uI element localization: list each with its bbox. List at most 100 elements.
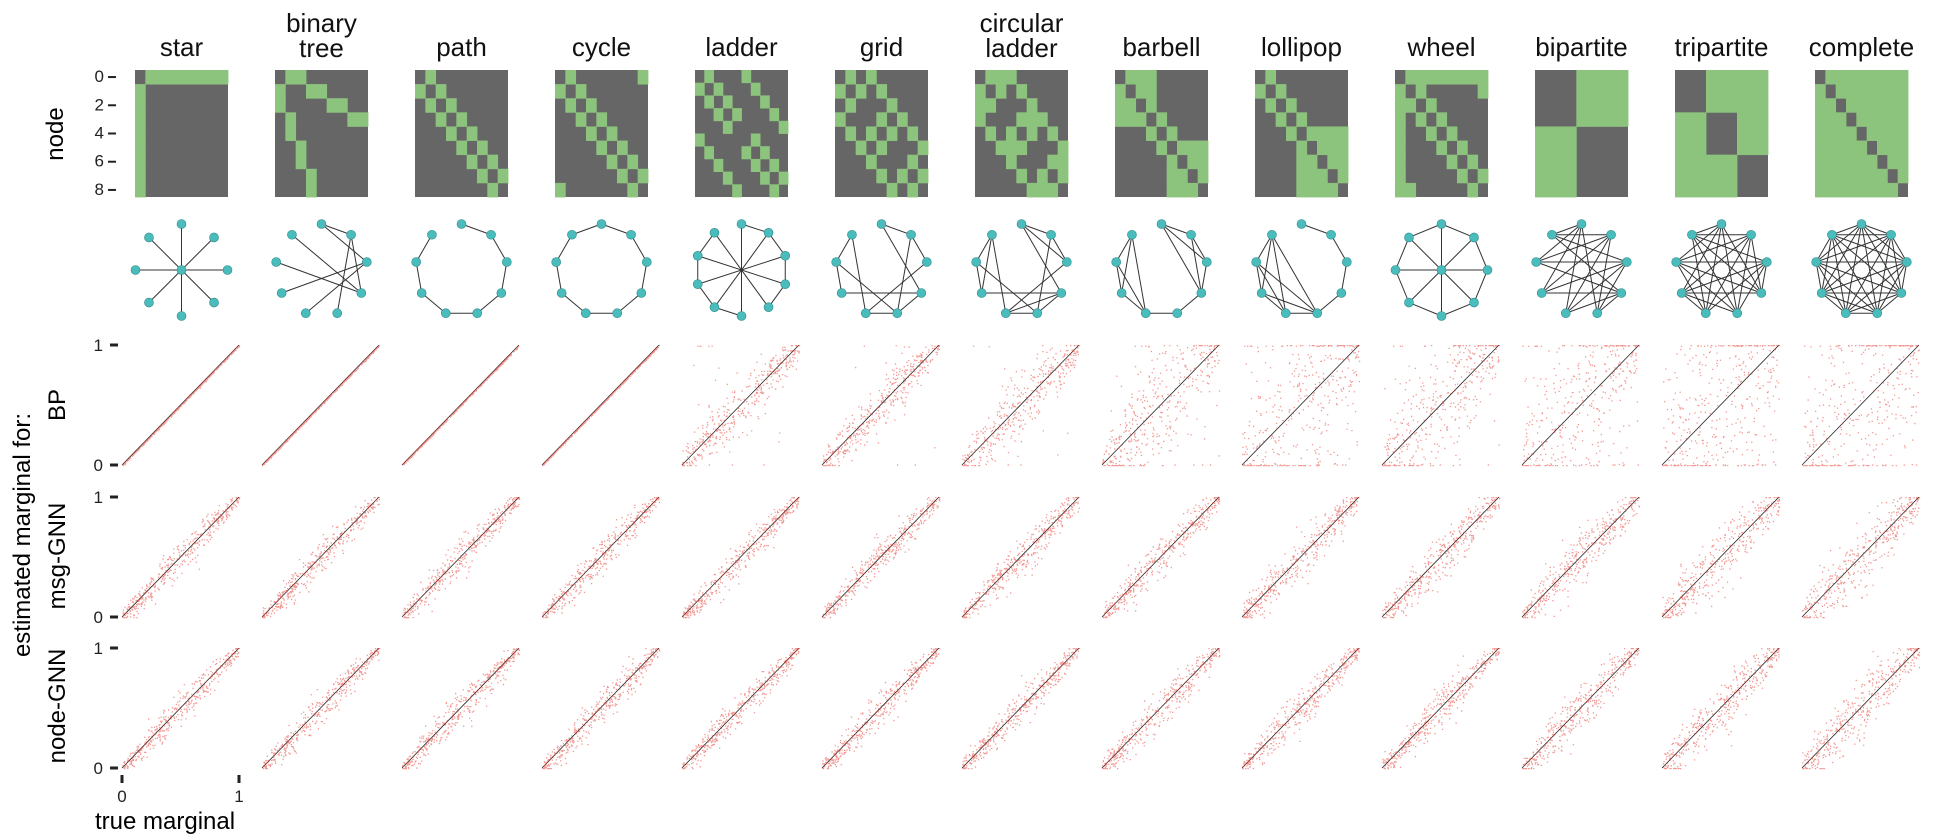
graph-edge	[1408, 237, 1442, 271]
scatter-points-msg-gnn	[402, 497, 521, 619]
graph-edge	[1121, 234, 1133, 294]
graph-edge	[1675, 261, 1738, 314]
adjacency-cell	[1436, 70, 1448, 85]
adjacency-cell	[1457, 168, 1468, 184]
adjacency-cell	[135, 168, 146, 184]
adjacency-cell	[1555, 182, 1567, 198]
adjacency-cell	[1327, 182, 1339, 198]
graph-node	[416, 288, 427, 298]
graph-edge	[1815, 261, 1878, 314]
adjacency-cell	[1887, 84, 1899, 99]
adjacency-cell	[1887, 182, 1899, 198]
graph-node	[876, 219, 887, 229]
adjacency-cell	[155, 70, 167, 85]
adjacency-cell	[769, 184, 780, 198]
graph-node	[1404, 297, 1414, 308]
scatter-points-node-gnn	[542, 648, 661, 770]
adjacency-cell	[1115, 84, 1126, 99]
adjacency-matrix	[1115, 70, 1208, 197]
adjacency-cell	[1166, 154, 1178, 170]
adjacency-cell	[845, 70, 857, 85]
method-label-msg-gnn: msg-GNN	[44, 503, 71, 610]
graph-edge	[1845, 223, 1862, 314]
adjacency-cell	[1866, 182, 1878, 198]
adjacency-cell	[722, 95, 733, 109]
adjacency-cell	[1125, 112, 1137, 127]
scatter-points-bp	[962, 345, 1081, 467]
scatter-points-node-gnn	[1242, 648, 1360, 770]
graph-edge	[1565, 292, 1622, 314]
identity-line	[1381, 344, 1500, 466]
y-tick-label: 0	[94, 608, 103, 627]
adjacency-cell	[1576, 112, 1588, 127]
graph-edge	[1330, 234, 1348, 263]
graph-edge	[1890, 234, 1902, 294]
adjacency-cell	[1726, 168, 1738, 184]
graph-node	[1111, 257, 1121, 267]
graph-edge	[1821, 223, 1862, 294]
scatter-points-node-gnn	[962, 648, 1081, 770]
adjacency-cell	[1037, 112, 1048, 127]
adjacency-cell	[1846, 70, 1857, 85]
adjacency-cell	[1275, 112, 1287, 127]
graph-title: wheel	[1407, 32, 1476, 62]
scatter-points-msg-gnn	[1522, 497, 1641, 619]
scatter-points-bp	[1802, 345, 1921, 467]
graph-node	[1000, 308, 1011, 319]
adjacency-cell	[275, 84, 286, 99]
adjacency-cell	[1607, 84, 1619, 99]
graph-node	[1202, 257, 1212, 267]
adjacency-cell	[1675, 168, 1686, 184]
graph-node	[596, 219, 607, 229]
adjacency-cell	[1825, 140, 1837, 156]
adjacency-cell	[1395, 98, 1406, 113]
adjacency-cell	[985, 126, 997, 141]
adjacency-cell	[1897, 168, 1909, 184]
adjacency-cell	[907, 182, 919, 198]
graph-edge	[1675, 261, 1707, 314]
y-tick-label: 1	[94, 336, 103, 355]
adjacency-cell	[575, 112, 587, 127]
adjacency-cell	[1405, 70, 1417, 85]
adjacency-cell	[1877, 98, 1888, 113]
adjacency-cell	[750, 158, 761, 172]
adjacency-cell	[1757, 70, 1769, 85]
graph-node	[892, 308, 903, 319]
adjacency-cell	[1166, 182, 1178, 198]
adjacency-cell	[285, 70, 297, 85]
graph-node	[1560, 308, 1571, 319]
adjacency-cell	[1887, 70, 1899, 85]
adjacency-cell	[586, 126, 597, 141]
graph-edge	[1021, 223, 1052, 236]
adjacency-cell	[1877, 112, 1888, 127]
graph-edge	[415, 234, 433, 263]
adjacency-cell	[1255, 84, 1266, 99]
adjacency-cell	[778, 171, 789, 185]
adjacency-cell	[1545, 140, 1557, 156]
graph-node	[1716, 219, 1727, 229]
adjacency-cell	[1675, 112, 1686, 127]
adjacency-cell	[1737, 140, 1748, 156]
adjacency-cell	[1576, 84, 1588, 99]
scatter-points-bp	[122, 345, 241, 466]
graph-edge	[1541, 234, 1612, 294]
graph-edge	[1861, 223, 1908, 263]
graph-edge	[1115, 234, 1133, 263]
scatter-points-bp	[542, 345, 661, 467]
graph-edge	[1691, 234, 1762, 294]
identity-line	[1241, 496, 1360, 618]
adjacency-cell	[1286, 126, 1297, 141]
adjacency-cell	[1426, 70, 1437, 85]
adjacency-cell	[135, 140, 146, 156]
graph-node	[1280, 308, 1291, 319]
adjacency-cell	[1856, 154, 1868, 170]
adjacency-cell	[1897, 126, 1909, 141]
adjacency-cell	[1296, 182, 1308, 198]
adjacency-cell	[1695, 112, 1707, 127]
identity-line	[261, 496, 380, 618]
graph-edge	[1036, 234, 1052, 314]
graph-node	[1196, 288, 1207, 298]
graph-node	[1606, 229, 1616, 240]
graph-edge	[1705, 234, 1752, 314]
graph-node	[642, 257, 652, 267]
